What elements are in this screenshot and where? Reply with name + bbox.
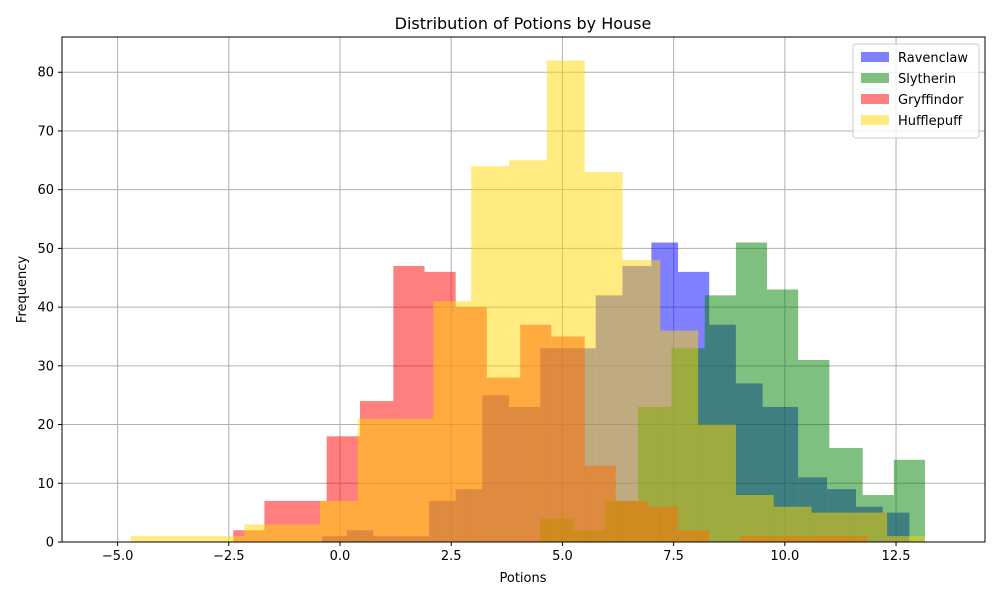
y-tick-label: 0 — [46, 536, 54, 551]
histogram-bar-hufflepuff — [357, 418, 396, 542]
histogram-bar-hufflepuff — [319, 500, 358, 542]
histogram-bar-hufflepuff — [660, 330, 699, 542]
legend-swatch-hufflepuff — [861, 115, 889, 125]
chart-title: Distribution of Potions by House — [395, 14, 652, 33]
histogram-bar-hufflepuff — [849, 512, 888, 542]
x-tick-label: −5.0 — [102, 549, 134, 564]
y-tick-label: 30 — [37, 359, 54, 374]
histogram-bar-hufflepuff — [433, 301, 472, 542]
legend-label-hufflepuff: Hufflepuff — [898, 114, 963, 129]
x-tick-label: 2.5 — [441, 549, 462, 564]
x-axis-ticks: −5.0 −2.5 0.0 2.5 5.0 7.5 10.0 12.5 — [102, 542, 911, 564]
histogram-bar-slytherin — [893, 459, 925, 542]
y-tick-label: 50 — [37, 242, 54, 257]
histogram-bar-hufflepuff — [811, 512, 850, 542]
histogram-bar-hufflepuff — [471, 166, 510, 543]
plot-frame — [61, 36, 986, 543]
histogram-bar-hufflepuff — [887, 536, 925, 542]
y-tick-label: 40 — [37, 301, 54, 316]
legend: Ravenclaw Slytherin Gryffindor Hufflepuff — [852, 43, 980, 139]
legend-label-ravenclaw: Ravenclaw — [898, 51, 968, 66]
y-axis-label: Frequency — [15, 256, 30, 323]
legend-swatch-gryffindor — [861, 94, 889, 104]
histogram-bar-hufflepuff — [735, 495, 774, 542]
x-tick-label: 10.0 — [770, 549, 799, 564]
histogram-bar-hufflepuff — [206, 536, 245, 542]
x-tick-label: 12.5 — [882, 549, 911, 564]
x-tick-label: 0.0 — [330, 549, 351, 564]
x-tick-label: 5.0 — [552, 549, 573, 564]
histogram-bar-hufflepuff — [282, 524, 320, 542]
legend-label-gryffindor: Gryffindor — [898, 93, 964, 108]
legend-swatch-slytherin — [861, 73, 889, 83]
legend-box — [852, 43, 980, 139]
histogram-bar-hufflepuff — [130, 536, 169, 542]
y-tick-label: 80 — [37, 66, 54, 81]
series-hufflepuff — [130, 60, 925, 543]
y-tick-label: 60 — [37, 183, 54, 198]
histogram-bar-hufflepuff — [546, 60, 585, 542]
histogram-bar-hufflepuff — [584, 172, 623, 542]
histogram-bar-hufflepuff — [773, 506, 812, 542]
legend-label-slytherin: Slytherin — [898, 72, 956, 87]
histogram-bar-hufflepuff — [244, 524, 283, 542]
histogram-bar-hufflepuff — [622, 260, 661, 542]
y-tick-label: 20 — [37, 418, 54, 433]
y-tick-label: 70 — [37, 124, 54, 139]
histogram-bar-hufflepuff — [168, 536, 207, 542]
histogram-bar-hufflepuff — [395, 418, 434, 542]
x-tick-label: 7.5 — [663, 549, 684, 564]
x-tick-label: −2.5 — [213, 549, 245, 564]
x-axis-label: Potions — [499, 571, 546, 586]
histogram-bar-hufflepuff — [509, 160, 547, 542]
y-tick-label: 10 — [37, 477, 54, 492]
bars-layer — [130, 60, 925, 543]
y-axis-ticks: 0 10 20 30 40 50 60 70 80 — [37, 66, 62, 551]
legend-swatch-ravenclaw — [861, 52, 889, 62]
histogram-bar-slytherin — [735, 242, 768, 542]
histogram-bar-hufflepuff — [698, 424, 736, 542]
